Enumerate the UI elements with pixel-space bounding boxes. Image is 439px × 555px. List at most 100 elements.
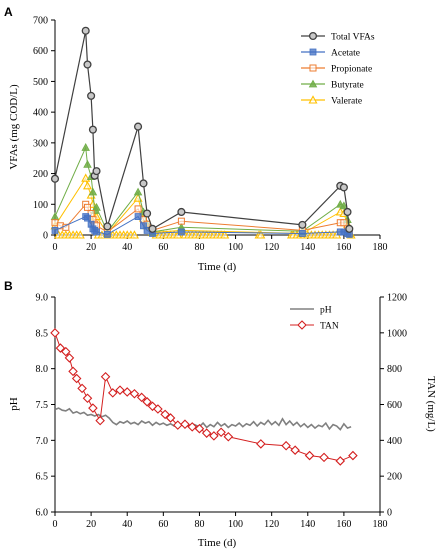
panel-b-y-tick-label: 8.0: [36, 364, 49, 375]
total-vfas-point: [139, 179, 148, 188]
panel-a-x-tick-label: 120: [264, 242, 279, 253]
panel-b: B 6.06.57.07.58.08.59.0 0200400600800100…: [4, 279, 437, 549]
panel-a-x-tick-label: 20: [86, 242, 96, 253]
legend-valerate-label: Valerate: [331, 97, 362, 107]
panel-b-x-tick-label: 120: [264, 519, 279, 530]
legend-butyrate-swatch-marker: [308, 79, 318, 88]
tan-point: [122, 387, 133, 397]
tan-point: [82, 393, 93, 404]
panel-b-y2-tick-label: 400: [387, 436, 402, 447]
valerate-point: [82, 181, 93, 190]
panel-a-x-tick-label: 160: [336, 242, 351, 253]
total-vfas-point: [134, 122, 143, 131]
legend-tan-label: TAN: [320, 322, 339, 332]
total-vfas-line: [54, 30, 350, 230]
panel-b-y-tick-label: 6.5: [36, 472, 49, 483]
butyrate-point: [88, 187, 98, 196]
legend-ph-label: pH: [320, 306, 332, 316]
total-vfas-point: [298, 220, 307, 229]
panel-a-y-tick-label: 600: [33, 46, 48, 57]
acetate-point: [84, 214, 91, 222]
panel-a-y-tick-label: 500: [33, 77, 48, 88]
tan-point: [216, 427, 226, 438]
panel-b-y-tick-label: 7.5: [36, 400, 49, 411]
legend-propionate-label: Propionate: [331, 65, 372, 75]
acetate-point: [177, 228, 185, 236]
valerate-zero-point: [75, 230, 85, 239]
tan-point: [281, 440, 291, 451]
panel-a-x-tick-label: 0: [53, 242, 58, 253]
panel-b-y-ticks: 6.0 6.5 7.0 7.5 8.0 8.5 9.0: [36, 293, 55, 519]
tan-point: [129, 388, 140, 399]
propionate-point: [177, 217, 185, 225]
legend-acetate-label: Acetate: [331, 49, 360, 59]
total-vfas-point: [143, 209, 152, 218]
total-vfas-point: [92, 167, 101, 176]
butyrate-point: [81, 143, 90, 151]
panel-a-y-tick-label: 400: [33, 108, 48, 119]
panel-b-x-tick-label: 180: [373, 519, 388, 530]
panel-a-series: [50, 26, 356, 239]
total-vfas-point: [148, 224, 157, 233]
panel-a-y-axis-label: VFAs (mg COD/L): [8, 84, 20, 170]
panel-b-y-tick-label: 6.0: [36, 508, 49, 519]
total-vfas-point: [103, 222, 112, 231]
tan-point: [142, 397, 152, 407]
panel-a-x-axis-label: Time (d): [198, 261, 237, 273]
tan-point: [153, 404, 163, 414]
total-vfas-point: [83, 60, 92, 69]
valerate-zero-point: [129, 230, 139, 239]
butyrate-point: [83, 159, 92, 168]
butyrate-point: [50, 212, 60, 220]
legend-tan-swatch-marker: [297, 320, 307, 330]
tan-point: [187, 422, 198, 432]
panel-a-x-tick-label: 180: [373, 242, 388, 253]
panel-b-y2-tick-label: 1200: [387, 293, 407, 304]
panel-a-x-tick-label: 140: [300, 242, 315, 253]
tan-point: [107, 388, 118, 398]
panel-label-a: A: [4, 5, 13, 19]
panel-label-b: B: [4, 279, 13, 293]
tan-point: [256, 439, 266, 449]
panel-b-x-tick-label: 0: [53, 519, 58, 530]
panel-b-y-axis-label: pH: [8, 397, 20, 411]
panel-b-x-tick-label: 20: [86, 519, 96, 530]
tan-point: [100, 371, 111, 382]
tan-point: [95, 415, 105, 426]
panel-a-x-tick-label: 40: [122, 242, 132, 253]
tan-point: [88, 403, 98, 413]
legend-butyrate-label: Butyrate: [331, 81, 364, 91]
panel-b-y-tick-label: 8.5: [36, 328, 49, 339]
panel-b-x-tick-label: 160: [336, 519, 351, 530]
tan-point: [50, 328, 60, 338]
tan-point: [68, 366, 78, 377]
propionate-point: [84, 203, 91, 211]
tan-point: [209, 431, 219, 441]
panel-a-y-ticks: 0 100 200 300 400 500 600 700: [33, 16, 55, 242]
panel-b-y2-tick-label: 600: [387, 400, 402, 411]
panel-b-legend: pH TAN: [290, 306, 339, 332]
acetate-point: [103, 230, 111, 238]
panel-b-x-tick-label: 60: [158, 519, 168, 530]
tan-point: [335, 456, 346, 466]
legend-total-vfas-label: Total VFAs: [331, 33, 375, 43]
panel-b-x-tick-label: 100: [228, 519, 243, 530]
tan-point: [71, 373, 82, 384]
panel-b-y-tick-label: 7.0: [36, 436, 49, 447]
tan-point: [290, 445, 300, 455]
tan-point: [160, 409, 170, 420]
ph-line: [54, 407, 352, 431]
panel-a: A 0 100 200 300 400 500 600 700 0 20 40 60 80 100 120…: [4, 5, 388, 273]
legend-valerate-swatch-marker: [308, 95, 318, 104]
total-vfas-point: [339, 183, 348, 192]
panel-a-x-tick-label: 100: [228, 242, 243, 253]
acetate-point: [93, 228, 100, 236]
total-vfas-point: [177, 207, 186, 217]
acetate-point: [51, 226, 59, 234]
tan-point: [136, 392, 147, 403]
legend-total-vfas-swatch-marker: [308, 31, 318, 41]
legend-acetate-swatch-marker: [309, 48, 317, 56]
butyrate-point: [133, 187, 143, 196]
tan-point: [223, 431, 234, 442]
